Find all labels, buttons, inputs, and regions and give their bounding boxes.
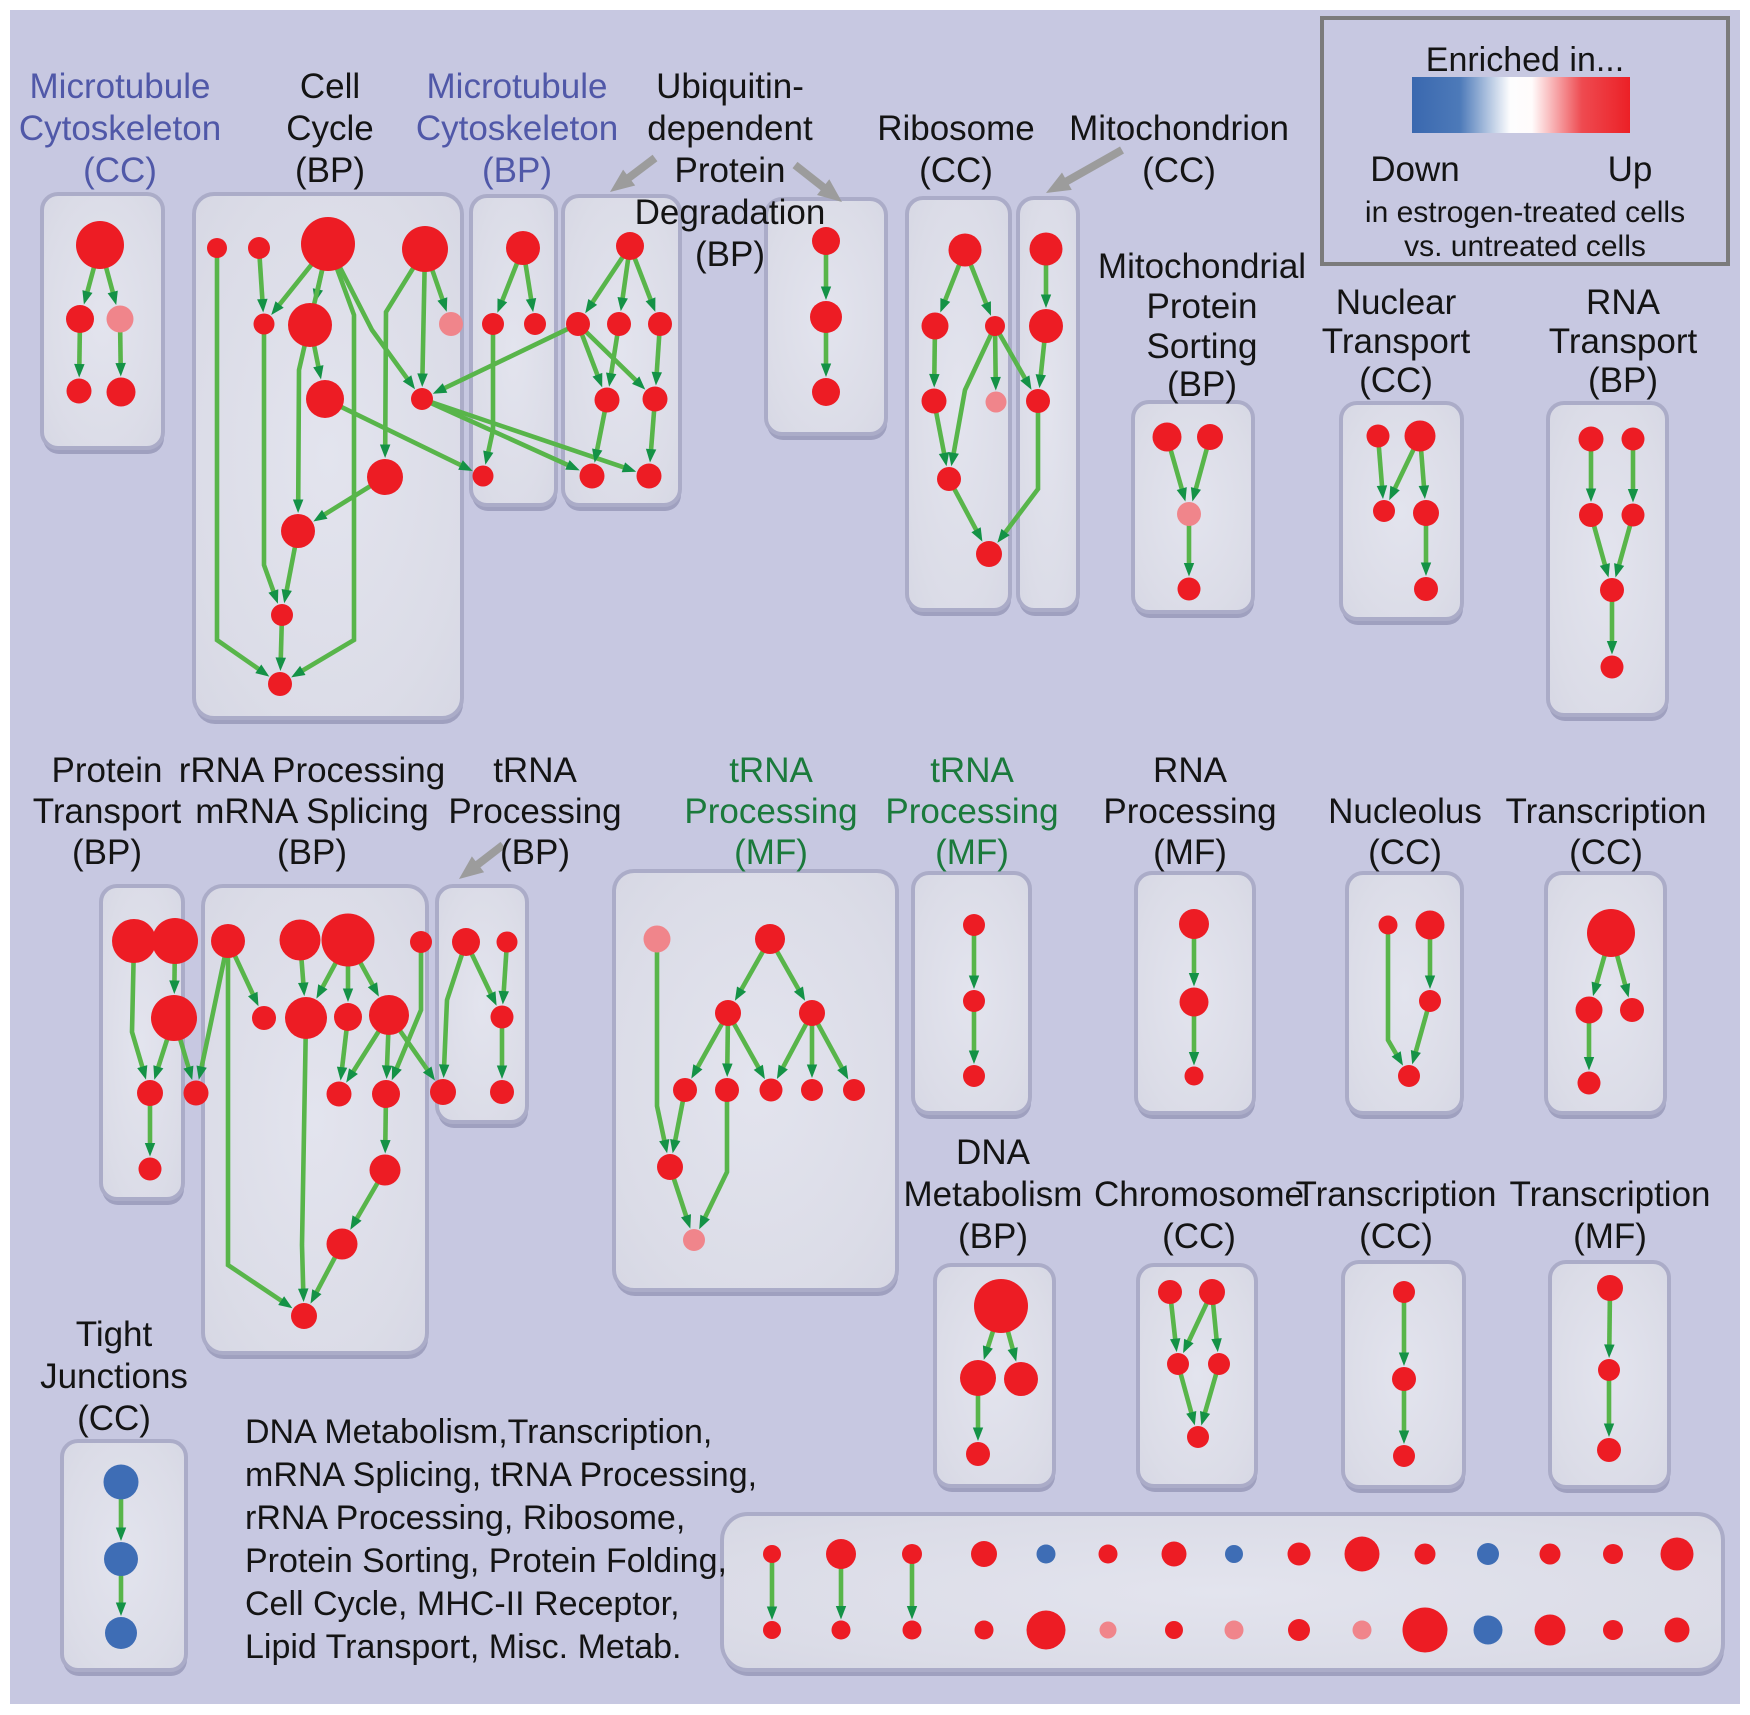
svg-text:Degradation: Degradation	[635, 193, 826, 232]
svg-text:Processing: Processing	[684, 792, 857, 831]
svg-text:(BP): (BP)	[72, 833, 142, 872]
svg-text:Mitochondrial: Mitochondrial	[1098, 247, 1306, 286]
svg-text:mRNA Splicing, tRNA Processing: mRNA Splicing, tRNA Processing,	[245, 1456, 757, 1494]
svg-text:Microtubule: Microtubule	[30, 67, 211, 106]
svg-text:(BP): (BP)	[482, 151, 552, 190]
svg-text:(CC): (CC)	[1162, 1217, 1236, 1256]
svg-text:Chromosome: Chromosome	[1094, 1175, 1304, 1214]
svg-text:(MF): (MF)	[1153, 833, 1227, 872]
svg-text:(MF): (MF)	[1573, 1217, 1647, 1256]
svg-text:Tight: Tight	[76, 1315, 153, 1354]
svg-text:Transport: Transport	[1322, 322, 1471, 361]
svg-text:Transcription: Transcription	[1506, 792, 1707, 831]
svg-text:Cytoskeleton: Cytoskeleton	[416, 109, 618, 148]
svg-text:Down: Down	[1370, 150, 1459, 189]
svg-text:rRNA Processing: rRNA Processing	[179, 751, 445, 790]
svg-text:tRNA: tRNA	[729, 751, 813, 790]
svg-text:Microtubule: Microtubule	[427, 67, 608, 106]
svg-text:Transcription: Transcription	[1510, 1175, 1711, 1214]
svg-text:(MF): (MF)	[935, 833, 1009, 872]
svg-text:(BP): (BP)	[277, 833, 347, 872]
svg-text:Processing: Processing	[448, 792, 621, 831]
svg-text:Transcription: Transcription	[1296, 1175, 1497, 1214]
svg-text:Mitochondrion: Mitochondrion	[1069, 109, 1289, 148]
svg-text:Ubiquitin-: Ubiquitin-	[656, 67, 804, 106]
svg-text:Protein: Protein	[1147, 287, 1258, 326]
svg-text:Lipid Transport, Misc. Metab.: Lipid Transport, Misc. Metab.	[245, 1628, 682, 1666]
svg-text:(BP): (BP)	[500, 833, 570, 872]
svg-text:(MF): (MF)	[734, 833, 808, 872]
svg-text:Sorting: Sorting	[1147, 327, 1258, 366]
svg-text:(CC): (CC)	[1368, 833, 1442, 872]
svg-text:Protein: Protein	[52, 751, 163, 790]
svg-text:Protein Sorting, Protein Foldi: Protein Sorting, Protein Folding,	[245, 1542, 727, 1580]
svg-text:Processing: Processing	[1103, 792, 1276, 831]
svg-text:(BP): (BP)	[1588, 361, 1658, 400]
svg-text:(BP): (BP)	[695, 235, 765, 274]
svg-text:Processing: Processing	[885, 792, 1058, 831]
svg-text:Nucleolus: Nucleolus	[1328, 792, 1482, 831]
svg-text:DNA Metabolism,Transcription,: DNA Metabolism,Transcription,	[245, 1413, 712, 1451]
svg-text:(CC): (CC)	[83, 151, 157, 190]
svg-text:Transport: Transport	[33, 792, 182, 831]
svg-text:Cycle: Cycle	[286, 109, 374, 148]
svg-text:(CC): (CC)	[1359, 361, 1433, 400]
svg-text:Cell Cycle, MHC-II Receptor,: Cell Cycle, MHC-II Receptor,	[245, 1585, 680, 1623]
svg-text:rRNA Processing, Ribosome,: rRNA Processing, Ribosome,	[245, 1499, 685, 1537]
svg-text:(BP): (BP)	[958, 1217, 1028, 1256]
svg-text:(CC): (CC)	[77, 1399, 151, 1438]
svg-text:vs. untreated cells: vs. untreated cells	[1404, 230, 1646, 263]
svg-text:Up: Up	[1608, 150, 1653, 189]
svg-text:(CC): (CC)	[1142, 151, 1216, 190]
svg-text:Ribosome: Ribosome	[877, 109, 1035, 148]
svg-text:Metabolism: Metabolism	[904, 1175, 1083, 1214]
svg-text:(CC): (CC)	[919, 151, 993, 190]
svg-text:DNA: DNA	[956, 1133, 1031, 1172]
svg-text:tRNA: tRNA	[930, 751, 1014, 790]
svg-text:Junctions: Junctions	[40, 1357, 188, 1396]
svg-text:(CC): (CC)	[1569, 833, 1643, 872]
svg-text:RNA: RNA	[1153, 751, 1228, 790]
svg-text:in estrogen-treated cells: in estrogen-treated cells	[1365, 196, 1685, 229]
svg-text:(BP): (BP)	[295, 151, 365, 190]
svg-text:(BP): (BP)	[1167, 365, 1237, 404]
svg-text:mRNA Splicing: mRNA Splicing	[195, 792, 428, 831]
svg-text:Nuclear: Nuclear	[1336, 283, 1457, 322]
svg-text:Transport: Transport	[1549, 322, 1698, 361]
svg-text:tRNA: tRNA	[493, 751, 577, 790]
svg-text:Enriched in...: Enriched in...	[1426, 41, 1624, 79]
svg-text:(CC): (CC)	[1359, 1217, 1433, 1256]
svg-text:dependent: dependent	[647, 109, 813, 148]
svg-text:Cell: Cell	[300, 67, 360, 106]
svg-text:Protein: Protein	[675, 151, 786, 190]
svg-text:RNA: RNA	[1586, 283, 1661, 322]
svg-text:Cytoskeleton: Cytoskeleton	[19, 109, 221, 148]
